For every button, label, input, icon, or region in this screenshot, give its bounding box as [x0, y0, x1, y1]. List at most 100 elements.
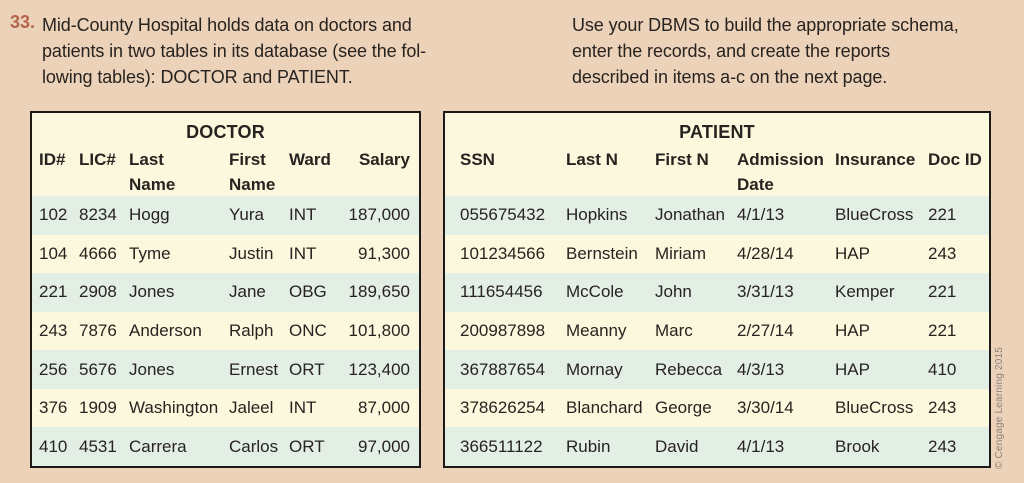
- table-cell: 378626254: [460, 398, 546, 418]
- table-cell: 2908: [79, 282, 117, 302]
- table-row: 243 7876 Anderson Ralph ONC 101,800: [32, 311, 419, 351]
- table-row: 111654456 McCole John 3/31/13 Kemper 221: [445, 273, 989, 312]
- table-cell: 3/31/13: [737, 282, 794, 302]
- patient-table: PATIENT SSN Last N First N Admission Date Ins…: [443, 111, 991, 468]
- table-cell: Justin: [229, 243, 274, 263]
- table-cell: 055675432: [460, 205, 546, 225]
- table-cell: Anderson: [129, 321, 202, 341]
- table-cell: Hogg: [129, 205, 170, 225]
- table-cell: 123,400: [348, 359, 410, 379]
- table-cell: 189,650: [348, 282, 410, 302]
- table-cell: 256: [39, 359, 68, 379]
- problem-text-right-column: Use your DBMS to build the appropriate s…: [572, 15, 959, 87]
- column-header: Last N: [566, 150, 618, 169]
- column-header: First N: [655, 150, 709, 169]
- table-cell: Marc: [655, 321, 693, 341]
- table-cell: 221: [928, 282, 957, 302]
- table-cell: Jones: [129, 359, 175, 379]
- table-cell: 4/3/13: [737, 359, 785, 379]
- table-row: 378626254 Blanchard George 3/30/14 BlueCross…: [445, 388, 989, 428]
- table-cell: 4531: [79, 436, 117, 456]
- table-cell: Carlos: [229, 436, 279, 456]
- table-cell: ORT: [289, 359, 325, 379]
- table-cell: 1909: [79, 398, 117, 418]
- table-cell: 243: [928, 436, 957, 456]
- table-cell: INT: [289, 243, 317, 263]
- table-cell: BlueCross: [835, 398, 914, 418]
- column-header: Salary: [358, 150, 410, 169]
- table-cell: 4/28/14: [737, 243, 794, 263]
- table-cell: 367887654: [460, 359, 546, 379]
- table-row: 256 5676 Jones Ernest ORT 123,400: [32, 350, 419, 389]
- table-cell: 5676: [79, 359, 117, 379]
- table-cell: 366511122: [460, 436, 543, 456]
- table-cell: 101,800: [348, 321, 410, 341]
- table-cell: 2/27/14: [737, 321, 794, 341]
- table-cell: HAP: [835, 359, 870, 379]
- table-cell: 243: [928, 398, 957, 418]
- table-cell: 410: [39, 436, 68, 456]
- table-cell: 4666: [79, 243, 117, 263]
- table-cell: Hopkins: [566, 205, 628, 225]
- table-cell: Ralph: [229, 321, 274, 341]
- column-header: Admission Date: [737, 150, 824, 194]
- table-cell: 91,300: [358, 243, 410, 263]
- table-cell: 376: [39, 398, 68, 418]
- table-row: 102 8234 Hogg Yura INT 187,000: [32, 196, 419, 235]
- column-header: ID#: [39, 150, 66, 169]
- table-cell: INT: [289, 398, 317, 418]
- header-row: ID# LIC# Last Name First Name Ward Salary: [32, 143, 419, 196]
- table-cell: 111654456: [460, 282, 543, 302]
- patient-table-title: PATIENT: [679, 122, 755, 142]
- header-row: SSN Last N First N Admission Date Insurance D…: [445, 143, 989, 196]
- table-cell: 200987898: [460, 321, 546, 341]
- table-cell: BlueCross: [835, 205, 914, 225]
- table-cell: 243: [39, 321, 68, 341]
- table-cell: Rebecca: [655, 359, 723, 379]
- table-cell: 97,000: [358, 436, 410, 456]
- table-cell: 221: [928, 205, 957, 225]
- table-cell: Brook: [835, 436, 880, 456]
- table-row: 221 2908 Jones Jane OBG 189,650: [32, 273, 419, 312]
- table-cell: 187,000: [348, 205, 410, 225]
- table-cell: Kemper: [835, 282, 895, 302]
- table-row: 101234566 Bernstein Miriam 4/28/14 HAP 243: [445, 234, 989, 274]
- column-header: First Name: [229, 150, 276, 194]
- column-header: SSN: [460, 150, 495, 169]
- table-cell: David: [655, 436, 699, 456]
- doctor-table-title: DOCTOR: [186, 122, 265, 142]
- table-cell: 221: [928, 321, 957, 341]
- table-cell: Ernest: [229, 359, 279, 379]
- table-row: 367887654 Mornay Rebecca 4/3/13 HAP 410: [445, 350, 989, 389]
- table-body: 102 8234 Hogg Yura INT 187,000 104 4666 Tyme Just…: [32, 196, 419, 467]
- table-cell: Jonathan: [655, 205, 725, 225]
- table-cell: Jones: [129, 282, 175, 302]
- table-body: 055675432 Hopkins Jonathan 4/1/13 BlueCross 2…: [445, 196, 989, 467]
- problem-text-left-column: Mid-County Hospital holds data on doctor…: [42, 15, 427, 87]
- table-cell: Miriam: [655, 243, 706, 263]
- column-header: Ward: [289, 150, 331, 169]
- table-cell: 410: [928, 359, 957, 379]
- table-cell: Meanny: [566, 321, 627, 341]
- table-cell: 87,000: [358, 398, 410, 418]
- table-row: 410 4531 Carrera Carlos ORT 97,000: [32, 427, 419, 467]
- table-cell: 8234: [79, 205, 117, 225]
- table-cell: 7876: [79, 321, 117, 341]
- table-cell: 4/1/13: [737, 205, 785, 225]
- table-cell: INT: [289, 205, 317, 225]
- copyright-credit: © Cengage Learning 2015: [994, 346, 1005, 469]
- column-header: Doc ID: [928, 150, 982, 169]
- table-cell: HAP: [835, 243, 870, 263]
- table-row: 376 1909 Washington Jaleel INT 87,000: [32, 388, 419, 428]
- table-row: 055675432 Hopkins Jonathan 4/1/13 BlueCross 2…: [445, 196, 989, 235]
- table-cell: Washington: [129, 398, 219, 418]
- table-cell: Mornay: [566, 359, 623, 379]
- table-cell: Jaleel: [229, 398, 274, 418]
- column-header: Last Name: [129, 150, 176, 194]
- table-cell: 243: [928, 243, 957, 263]
- table-cell: George: [655, 398, 712, 418]
- table-cell: 102: [39, 205, 68, 225]
- table-cell: Carrera: [129, 436, 187, 456]
- table-cell: HAP: [835, 321, 870, 341]
- problem-number: 33.: [10, 12, 36, 32]
